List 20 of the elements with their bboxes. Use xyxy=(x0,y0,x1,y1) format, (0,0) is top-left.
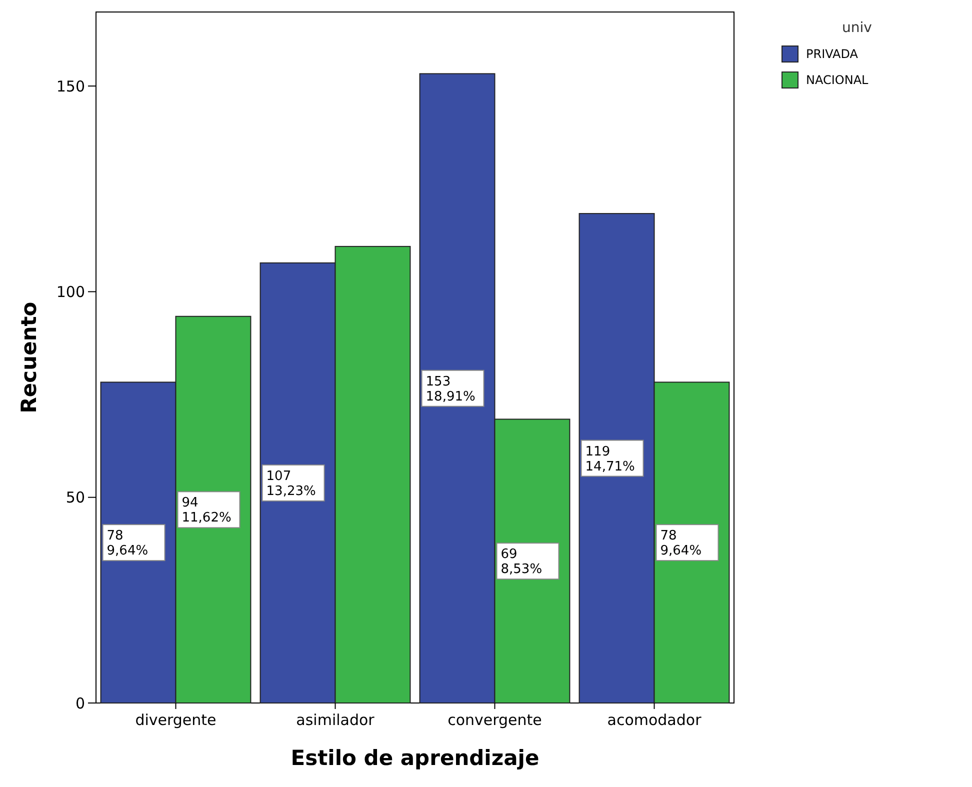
y-tick-label: 50 xyxy=(66,488,85,507)
y-tick-label: 0 xyxy=(75,694,85,712)
data-label: 78 9,64% xyxy=(106,528,148,559)
y-tick-label: 150 xyxy=(56,77,85,96)
x-tick-label: asimilador xyxy=(296,711,376,729)
data-label: 69 8,53% xyxy=(500,547,542,578)
x-tick-label: convergente xyxy=(448,711,542,729)
legend-title: univ xyxy=(842,20,872,36)
data-label: 94 11,62% xyxy=(182,496,232,526)
legend-label: PRIVADA xyxy=(806,47,859,62)
data-label: 119 14,71% xyxy=(585,444,635,474)
y-tick-label: 100 xyxy=(56,282,85,301)
data-label: 107 13,23% xyxy=(266,468,316,499)
x-tick-label: divergente xyxy=(135,711,216,729)
data-label: 153 18,91% xyxy=(426,374,476,404)
legend-label: NACIONAL xyxy=(806,73,869,88)
y-axis-title: Recuento xyxy=(17,302,41,414)
x-tick-label: acomodador xyxy=(607,711,702,729)
x-axis-title: Estilo de aprendizaje xyxy=(290,746,540,770)
data-label: 78 9,64% xyxy=(660,528,702,559)
